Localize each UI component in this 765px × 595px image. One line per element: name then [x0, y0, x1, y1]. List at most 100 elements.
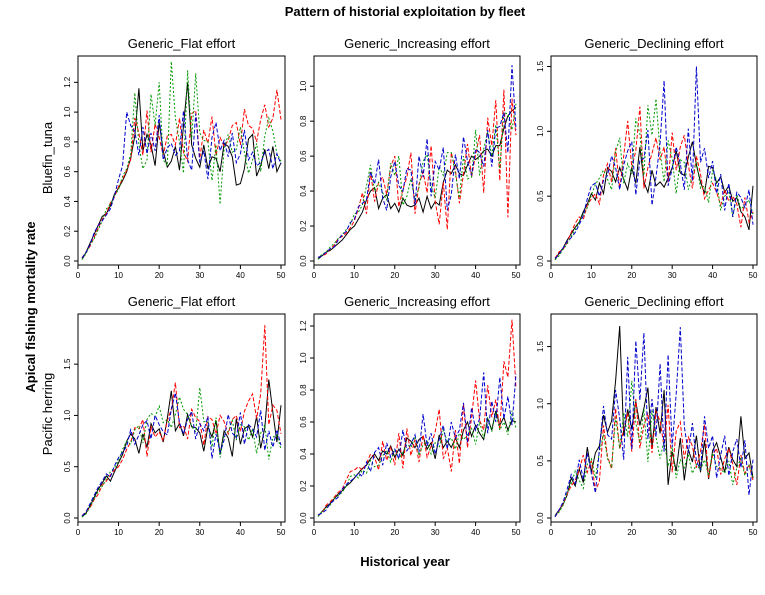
x-tick-label-3-2: 20 — [155, 528, 164, 537]
y-tick-label-4-6: 1.2 — [299, 320, 308, 332]
y-tick-label-3-2: 1.0 — [63, 409, 72, 421]
x-tick-label-4-4: 40 — [471, 528, 480, 537]
panel-3: Generic_Flat effort 0 10 20 30 40 50 0.0 0.5 1.0 1… — [63, 294, 286, 537]
y-tick-label-1-0: 0.0 — [299, 255, 308, 267]
x-tick-label-4-1: 10 — [350, 528, 359, 537]
y-tick-label-2-3: 1.5 — [536, 60, 545, 72]
panel-title-0: Generic_Flat effort — [128, 36, 236, 51]
x-tick-label-3-1: 10 — [114, 528, 123, 537]
y-tick-label-2-1: 0.5 — [536, 190, 545, 202]
series-line-3-3 — [81, 392, 282, 517]
y-tick-label-0-4: 0.8 — [63, 136, 72, 148]
x-tick-label-2-4: 40 — [708, 271, 717, 280]
x-tick-label-4-3: 30 — [431, 528, 440, 537]
panel-title-5: Generic_Declining effort — [584, 294, 724, 309]
panel-5: Generic_Declining effort 0 10 20 30 40 50 0.0 0.… — [536, 294, 758, 537]
series-line-3-0 — [81, 379, 282, 518]
y-tick-label-1-3: 0.6 — [299, 150, 308, 162]
panel-2: Generic_Declining effort 0 10 20 30 40 50 0.0 0.… — [536, 36, 758, 280]
y-tick-label-1-1: 0.2 — [299, 220, 308, 232]
x-tick-label-1-2: 20 — [390, 271, 399, 280]
y-tick-label-1-2: 0.4 — [299, 185, 308, 197]
x-tick-label-1-5: 50 — [512, 271, 521, 280]
y-tick-label-3-1: 0.5 — [63, 461, 72, 473]
y-tick-label-5-1: 0.5 — [536, 455, 545, 467]
panel-4: Generic_Increasing effort 0 10 20 30 40 50 0.0 0… — [299, 294, 521, 537]
series-line-0-0 — [81, 82, 282, 260]
x-tick-label-4-5: 50 — [512, 528, 521, 537]
x-tick-label-0-3: 30 — [195, 271, 204, 280]
series-line-5-2 — [554, 380, 754, 517]
y-tick-label-4-2: 0.4 — [299, 448, 308, 460]
figure-title: Pattern of historial exploitation by fle… — [285, 4, 526, 19]
x-tick-label-5-3: 30 — [668, 528, 677, 537]
series-line-0-1 — [81, 89, 282, 259]
series-line-2-1 — [554, 106, 754, 259]
x-tick-label-5-5: 50 — [749, 528, 758, 537]
plot-frame-2 — [550, 55, 758, 266]
x-tick-label-0-2: 20 — [155, 271, 164, 280]
y-tick-label-1-5: 1.0 — [299, 80, 308, 92]
y-tick-label-0-2: 0.4 — [63, 195, 72, 207]
y-tick-label-0-5: 1.0 — [63, 106, 72, 118]
x-tick-label-1-0: 0 — [312, 271, 317, 280]
x-tick-label-2-5: 50 — [749, 271, 758, 280]
x-tick-label-3-5: 50 — [277, 528, 286, 537]
y-tick-label-4-4: 0.8 — [299, 384, 308, 396]
x-tick-label-0-5: 50 — [277, 271, 286, 280]
x-tick-label-2-0: 0 — [549, 271, 554, 280]
y-tick-label-1-4: 0.8 — [299, 115, 308, 127]
x-tick-label-3-3: 30 — [195, 528, 204, 537]
panel-title-1: Generic_Increasing effort — [344, 36, 490, 51]
series-line-3-2 — [81, 387, 282, 518]
row-label-1: Pacific herring — [40, 373, 55, 455]
x-tick-label-0-4: 40 — [236, 271, 245, 280]
panels: Generic_Flat effort 0 10 20 30 40 50 0.0 0.2 0.4 0… — [63, 36, 758, 537]
x-tick-label-1-3: 30 — [431, 271, 440, 280]
panel-title-2: Generic_Declining effort — [584, 36, 724, 51]
plot-frame-0 — [77, 55, 286, 266]
y-tick-label-2-2: 1.0 — [536, 125, 545, 137]
x-tick-label-4-2: 20 — [390, 528, 399, 537]
y-tick-label-5-2: 1.0 — [536, 398, 545, 410]
plot-frame-1 — [313, 55, 521, 266]
plot-frame-5 — [550, 313, 758, 523]
y-tick-label-3-0: 0.0 — [63, 512, 72, 524]
x-tick-label-2-2: 20 — [627, 271, 636, 280]
y-tick-label-4-3: 0.6 — [299, 416, 308, 428]
x-tick-label-5-0: 0 — [549, 528, 554, 537]
y-tick-label-4-5: 1.0 — [299, 352, 308, 364]
series-line-2-3 — [554, 66, 754, 259]
x-tick-label-4-0: 0 — [312, 528, 317, 537]
x-tick-label-5-1: 10 — [587, 528, 596, 537]
row-label-0: Bluefin_tuna — [40, 121, 55, 194]
x-tick-label-3-0: 0 — [76, 528, 81, 537]
x-axis-title: Historical year — [360, 554, 450, 569]
x-tick-label-1-4: 40 — [471, 271, 480, 280]
series-line-1-1 — [317, 89, 517, 258]
x-tick-label-5-2: 20 — [627, 528, 636, 537]
plot-frame-3 — [77, 313, 286, 523]
y-tick-label-0-3: 0.6 — [63, 166, 72, 178]
plot-frame-4 — [313, 313, 521, 523]
series-line-4-0 — [317, 410, 517, 517]
series-line-5-0 — [554, 325, 754, 516]
series-line-4-3 — [317, 372, 517, 516]
series-line-5-1 — [554, 399, 754, 518]
y-tick-label-2-0: 0.0 — [536, 255, 545, 267]
panel-title-3: Generic_Flat effort — [128, 294, 236, 309]
y-tick-label-0-6: 1.2 — [63, 76, 72, 88]
y-tick-label-0-1: 0.2 — [63, 225, 72, 237]
series-line-2-2 — [554, 98, 754, 261]
y-tick-label-0-0: 0.0 — [63, 255, 72, 267]
x-tick-label-3-4: 40 — [236, 528, 245, 537]
y-axis-title: Apical fishing mortality rate — [23, 221, 38, 392]
series-line-5-3 — [554, 327, 754, 518]
x-tick-label-2-3: 30 — [668, 271, 677, 280]
panel-title-4: Generic_Increasing effort — [344, 294, 490, 309]
y-tick-label-4-0: 0.0 — [299, 512, 308, 524]
x-tick-label-2-1: 10 — [587, 271, 596, 280]
x-tick-label-0-0: 0 — [76, 271, 81, 280]
y-tick-label-5-0: 0.0 — [536, 512, 545, 524]
